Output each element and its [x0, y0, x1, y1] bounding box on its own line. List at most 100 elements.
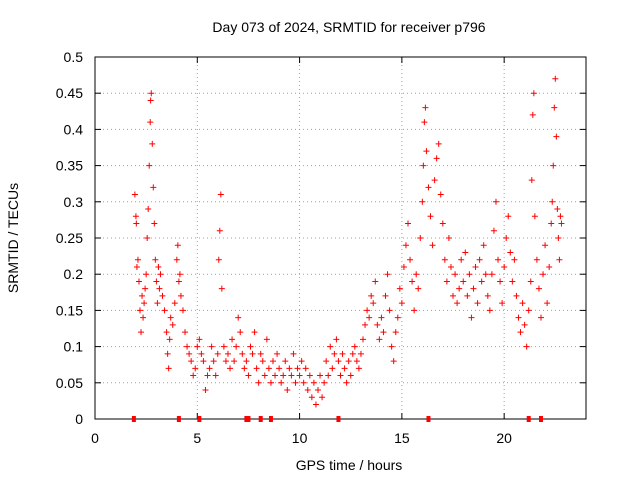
- data-point: [300, 379, 307, 386]
- data-point: [188, 358, 195, 365]
- y-tick-label: 0: [75, 411, 83, 427]
- y-tick-label: 0.15: [56, 302, 83, 318]
- data-point: [523, 343, 530, 350]
- data-point: [150, 184, 157, 191]
- gap-marker: [526, 416, 531, 422]
- data-point: [251, 329, 258, 336]
- data-point: [177, 292, 184, 299]
- data-point: [321, 379, 328, 386]
- data-point: [407, 256, 414, 263]
- data-point: [212, 372, 219, 379]
- data-point: [462, 249, 469, 256]
- data-point: [546, 263, 553, 270]
- data-point: [331, 350, 338, 357]
- data-point: [542, 242, 549, 249]
- data-point: [552, 75, 559, 82]
- data-point: [529, 111, 536, 118]
- data-point: [239, 350, 246, 357]
- y-axis-label: SRMTID / TECUs: [5, 183, 21, 293]
- data-point: [269, 358, 276, 365]
- data-point: [156, 285, 163, 292]
- data-point: [417, 235, 424, 241]
- data-point: [267, 379, 274, 386]
- data-point: [327, 343, 334, 350]
- data-point: [402, 242, 409, 249]
- data-point: [175, 278, 182, 285]
- data-point: [164, 350, 171, 357]
- data-point: [319, 394, 326, 401]
- data-point: [335, 358, 342, 365]
- data-point: [394, 314, 401, 321]
- data-point: [294, 365, 301, 372]
- data-point: [551, 104, 558, 111]
- data-point: [204, 372, 211, 379]
- y-tick-label: 0.3: [64, 194, 84, 210]
- data-point: [396, 285, 403, 292]
- data-point: [243, 358, 250, 365]
- data-point: [366, 314, 373, 321]
- data-point: [159, 292, 166, 299]
- data-point: [196, 336, 203, 343]
- x-tick-label: 15: [394, 430, 410, 446]
- data-point: [464, 292, 471, 299]
- data-point: [276, 365, 283, 372]
- data-point: [249, 350, 256, 357]
- data-point: [372, 278, 379, 285]
- data-point: [497, 278, 504, 285]
- data-point: [138, 329, 145, 336]
- plot-frame: [94, 56, 587, 420]
- data-point: [152, 256, 159, 263]
- data-point: [302, 365, 309, 372]
- gap-markers: [131, 416, 543, 422]
- data-point: [190, 372, 197, 379]
- data-point: [521, 321, 528, 328]
- data-point: [229, 336, 236, 343]
- data-point: [179, 307, 186, 314]
- data-point: [549, 198, 556, 205]
- data-point: [147, 97, 154, 104]
- x-tick-label: 20: [496, 430, 512, 446]
- data-point: [290, 350, 297, 357]
- data-point: [382, 292, 389, 299]
- data-point: [390, 358, 397, 365]
- data-point: [214, 350, 221, 357]
- data-point: [458, 256, 465, 263]
- data-point: [141, 300, 148, 307]
- data-point: [208, 343, 215, 350]
- gap-marker: [197, 416, 202, 422]
- data-point: [433, 155, 440, 162]
- data-point: [282, 358, 289, 365]
- data-point: [544, 300, 551, 307]
- data-point: [165, 365, 172, 372]
- data-point: [272, 372, 279, 379]
- data-point: [370, 300, 377, 307]
- data-point: [392, 329, 399, 336]
- data-point: [245, 372, 252, 379]
- grid-lines: [95, 57, 586, 419]
- data-point: [286, 365, 293, 372]
- data-point: [555, 235, 562, 241]
- data-point: [341, 365, 348, 372]
- data-point: [257, 350, 264, 357]
- data-point: [437, 191, 444, 198]
- data-point: [314, 387, 321, 394]
- gap-marker: [538, 416, 543, 422]
- data-point: [360, 336, 367, 343]
- data-point: [374, 321, 381, 328]
- data-point: [357, 350, 364, 357]
- data-point: [337, 372, 344, 379]
- data-point: [445, 235, 452, 241]
- data-point: [441, 256, 448, 263]
- data-point: [400, 263, 407, 270]
- data-point: [349, 350, 356, 357]
- data-point: [339, 350, 346, 357]
- data-point: [325, 372, 332, 379]
- data-point: [376, 336, 383, 343]
- data-point: [218, 285, 225, 292]
- data-point: [486, 307, 493, 314]
- data-point: [133, 263, 140, 270]
- data-point: [140, 314, 147, 321]
- data-point: [525, 307, 532, 314]
- data-point: [224, 350, 231, 357]
- data-point: [222, 358, 229, 365]
